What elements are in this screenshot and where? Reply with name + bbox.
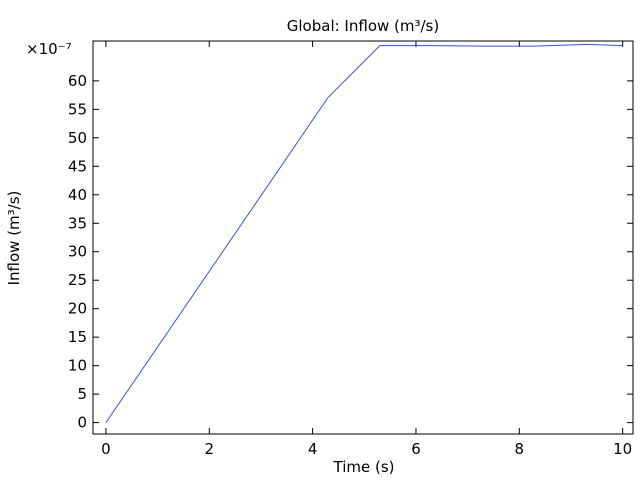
- y-tick-label: 5: [77, 385, 87, 403]
- plot-frame: [92, 40, 634, 435]
- y-tick-label: 55: [68, 100, 87, 118]
- x-tick-label: 0: [101, 440, 111, 458]
- y-tick-label: 30: [68, 243, 87, 261]
- x-axis-title: Time (s): [333, 458, 395, 476]
- x-tick-label: 4: [308, 440, 318, 458]
- x-axis-ticks: 0 2 4 6 8 10: [101, 41, 632, 458]
- y-tick-label: 0: [77, 414, 87, 432]
- x-tick-label: 6: [411, 440, 421, 458]
- y-axis-title: Inflow (m³/s): [5, 191, 23, 286]
- y-axis-ticks: 0 5 10 15 20 25 30 35 40 45 50 55 60: [68, 72, 633, 432]
- inflow-series-line: [105, 43, 623, 423]
- y-tick-label: 40: [68, 186, 87, 204]
- y-tick-label: 15: [68, 328, 87, 346]
- y-tick-label: 60: [68, 72, 87, 90]
- x-tick-label: 10: [613, 440, 632, 458]
- y-tick-label: 10: [68, 357, 87, 375]
- x-tick-label: 8: [515, 440, 525, 458]
- series-layer: [105, 43, 623, 423]
- y-multiplier-label: ×10⁻⁷: [26, 40, 72, 58]
- y-tick-label: 35: [68, 214, 87, 232]
- x-tick-label: 2: [204, 440, 214, 458]
- y-tick-label: 50: [68, 129, 87, 147]
- y-tick-label: 20: [68, 300, 87, 318]
- y-tick-label: 25: [68, 271, 87, 289]
- y-tick-label: 45: [68, 157, 87, 175]
- chart-title: Global: Inflow (m³/s): [287, 17, 439, 35]
